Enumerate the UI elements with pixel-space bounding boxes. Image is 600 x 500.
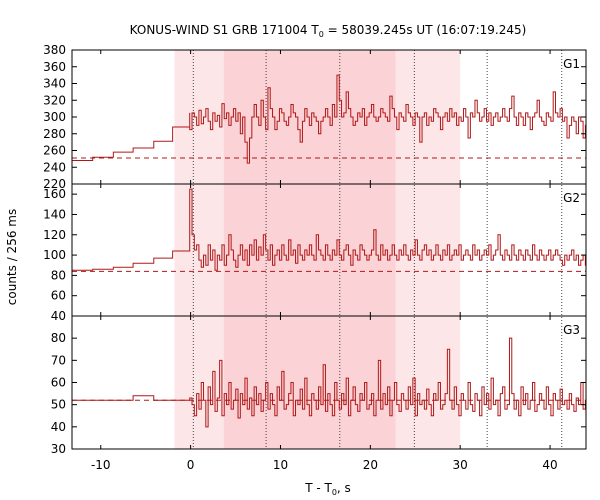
y-tick-label: 220 (43, 177, 66, 191)
y-tick-label: 260 (43, 144, 66, 158)
y-axis-label: counts / 256 ms (5, 209, 19, 305)
x-tick-label: 10 (273, 458, 288, 472)
y-tick-label: 360 (43, 60, 66, 74)
chart-title: KONUS-WIND S1 GRB 171004 T0 = 58039.245s… (130, 23, 527, 39)
y-tick-label: 380 (43, 43, 66, 57)
panel-g1: 220 240 260 280 300 320 340 360 380 G1 (43, 43, 587, 191)
y-tick-label: 280 (43, 127, 66, 141)
y-tick-label: 60 (51, 289, 66, 303)
panels: 220 240 260 280 300 320 340 360 380 G1 40 60 80 100 12… (43, 43, 587, 456)
y-tick-label: 320 (43, 93, 66, 107)
y-tick-label: 80 (51, 268, 66, 282)
light-curve-g1 (72, 74, 586, 164)
y-tick-label: 40 (51, 420, 66, 434)
x-axis: -10 0 10 20 30 40 (91, 458, 558, 472)
panel-label: G1 (563, 57, 580, 71)
x-tick-label: 30 (453, 458, 468, 472)
y-tick-label: 80 (51, 331, 66, 345)
y-tick-label: 60 (51, 376, 66, 390)
y-tick-label: 340 (43, 77, 66, 91)
panel-label: G2 (563, 191, 580, 205)
y-tick-label: 40 (51, 309, 66, 323)
x-tick-label: 40 (542, 458, 557, 472)
y-tick-label: 70 (51, 353, 66, 367)
y-tick-label: 30 (51, 442, 66, 456)
y-tick-label: 160 (43, 187, 66, 201)
panel-g3: 30 40 50 60 70 80 G3 (51, 315, 587, 456)
y-tick-label: 100 (43, 248, 66, 262)
y-tick-label: 300 (43, 110, 66, 124)
x-axis-label: T - T0, s (304, 481, 351, 497)
y-tick-label: 50 (51, 398, 66, 412)
y-tick-label: 140 (43, 207, 66, 221)
light-curve-g2 (72, 188, 586, 271)
x-tick-label: 0 (187, 458, 195, 472)
x-tick-label: 20 (363, 458, 378, 472)
panel-label: G3 (563, 323, 580, 337)
y-tick-label: 120 (43, 228, 66, 242)
light-curve-g3 (72, 337, 586, 428)
x-tick-label: -10 (91, 458, 111, 472)
y-tick-label: 240 (43, 160, 66, 174)
